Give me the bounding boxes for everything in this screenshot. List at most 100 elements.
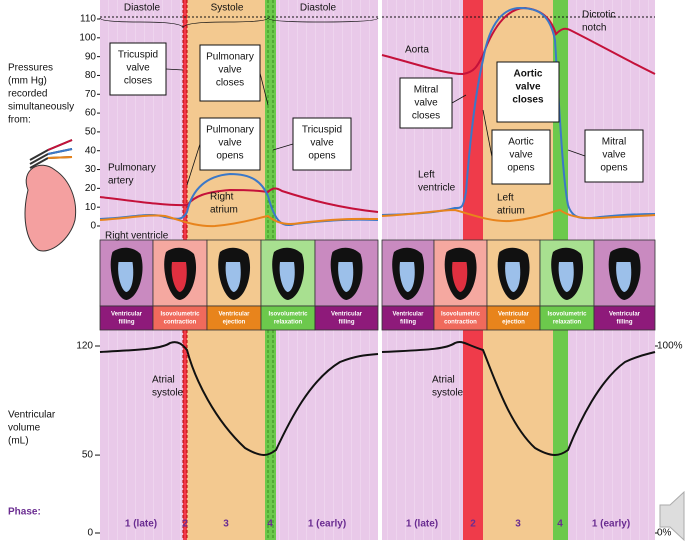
curve-label: Left — [497, 193, 514, 204]
stage-label: filling — [400, 320, 416, 326]
valve-event: valve — [218, 138, 242, 149]
stage-label: Isovolumetric — [160, 312, 200, 318]
stage-label: contraction — [444, 320, 477, 326]
phase-label: Phase: — [8, 507, 41, 518]
curve-label: atrium — [497, 206, 525, 217]
y-tick-label: 80 — [85, 70, 97, 81]
leader-line — [186, 143, 201, 186]
valve-event: closes — [216, 78, 244, 89]
catheter — [47, 156, 73, 159]
curve-label: Pulmonary — [108, 163, 156, 174]
stage-label: relaxation — [274, 320, 303, 326]
heart-chamber — [399, 262, 415, 292]
volume-curves — [99, 340, 656, 456]
y-tick-label: 70 — [85, 89, 97, 100]
phase-name: 4 — [267, 519, 273, 530]
heart-chamber — [452, 262, 468, 292]
y-tick-label: 50 — [82, 450, 94, 461]
stage-label: Ventricular — [111, 312, 143, 318]
stage-label: Isovolumetric — [268, 312, 308, 318]
valve-box — [199, 117, 261, 171]
valve-box — [109, 42, 167, 96]
left-volume-curve — [99, 341, 379, 456]
stage-label: filling — [617, 320, 633, 326]
speaker-icon[interactable] — [659, 490, 685, 542]
valve-event: opens — [507, 163, 534, 174]
valve-event: Tricuspid — [118, 50, 158, 61]
curve-label: Right — [210, 192, 234, 203]
leader-line — [259, 72, 269, 106]
y-tick-label: 0 — [87, 528, 93, 539]
stage-label: filling — [119, 320, 135, 326]
phase-name: 3 — [515, 519, 521, 530]
axis-title: Pressures — [8, 63, 53, 74]
heart-chamber — [279, 262, 295, 292]
stage-label: contraction — [164, 320, 197, 326]
curve-label: Atrial — [432, 375, 455, 386]
valve-box — [292, 117, 352, 171]
pulmonary-artery-curve — [99, 187, 379, 213]
heart-chamber — [225, 262, 241, 292]
valve-box — [584, 129, 644, 183]
valve-event: valve — [414, 98, 438, 109]
y-tick-label: 110 — [80, 14, 96, 25]
valve-event: opens — [308, 151, 335, 162]
catheter — [47, 148, 73, 155]
phase-name: 1 (late) — [406, 519, 438, 530]
phase-name: 1 (early) — [592, 519, 630, 530]
y-tick-label: 40 — [85, 145, 97, 156]
phase-name: 4 — [557, 519, 563, 530]
valve-event: valve — [218, 65, 242, 76]
phase-name: 1 (early) — [308, 519, 346, 530]
stage-label: ejection — [502, 320, 525, 326]
valve-event: valve — [515, 82, 540, 93]
y-tick-label: 120 — [76, 341, 93, 352]
curve-label: Atrial — [152, 375, 175, 386]
valve-event: Aortic — [508, 137, 534, 148]
curve-label: Right ventricle — [105, 231, 169, 242]
axis-title: Ventricular — [8, 410, 56, 421]
stage-bar — [433, 305, 488, 331]
valve-box — [199, 44, 261, 102]
pressure-curves — [99, 6, 656, 228]
stage-bar — [206, 305, 262, 331]
valve-event: Pulmonary — [206, 125, 254, 136]
axis-title: (mm Hg) — [8, 76, 47, 87]
valve-event: opens — [600, 163, 627, 174]
left-atrium-curve — [381, 208, 656, 223]
valve-event: Mitral — [602, 137, 626, 148]
valve-box — [399, 77, 453, 129]
valve-event: Tricuspid — [302, 125, 342, 136]
cycle-label: Diastole — [124, 3, 161, 14]
curve-label: Dicrotic — [582, 10, 615, 21]
y2-tick-label: 100% — [657, 341, 683, 352]
valve-box — [491, 129, 551, 185]
y-tick-label: 10 — [85, 202, 97, 213]
curve-label: systole — [152, 388, 184, 399]
stage-label: ejection — [223, 320, 246, 326]
leader-line — [567, 149, 586, 157]
speaker[interactable] — [659, 490, 685, 542]
stage-label: Ventricular — [331, 312, 363, 318]
cycle-label: Diastole — [300, 3, 337, 14]
stage-label: Ventricular — [392, 312, 424, 318]
valve-event: valve — [126, 63, 150, 74]
catheter-figure — [24, 139, 77, 252]
leader-line — [482, 109, 493, 158]
y-tick-label: 60 — [85, 108, 97, 119]
curve-label: atrium — [210, 205, 238, 216]
y2-tick-label: 0% — [657, 528, 672, 539]
valve-event: valve — [310, 138, 334, 149]
curve-label: ventricle — [418, 183, 456, 194]
stage-bar — [381, 305, 435, 331]
stage-bar — [260, 305, 316, 331]
heart-chamber — [616, 262, 632, 292]
stage-bar — [539, 305, 595, 331]
cycle-brace — [267, 17, 379, 23]
valve-event: opens — [216, 151, 243, 162]
heart-chamber — [171, 262, 187, 292]
valve-event: closes — [124, 76, 152, 87]
heart-chamber — [558, 262, 574, 292]
heart-chamber — [505, 262, 521, 292]
